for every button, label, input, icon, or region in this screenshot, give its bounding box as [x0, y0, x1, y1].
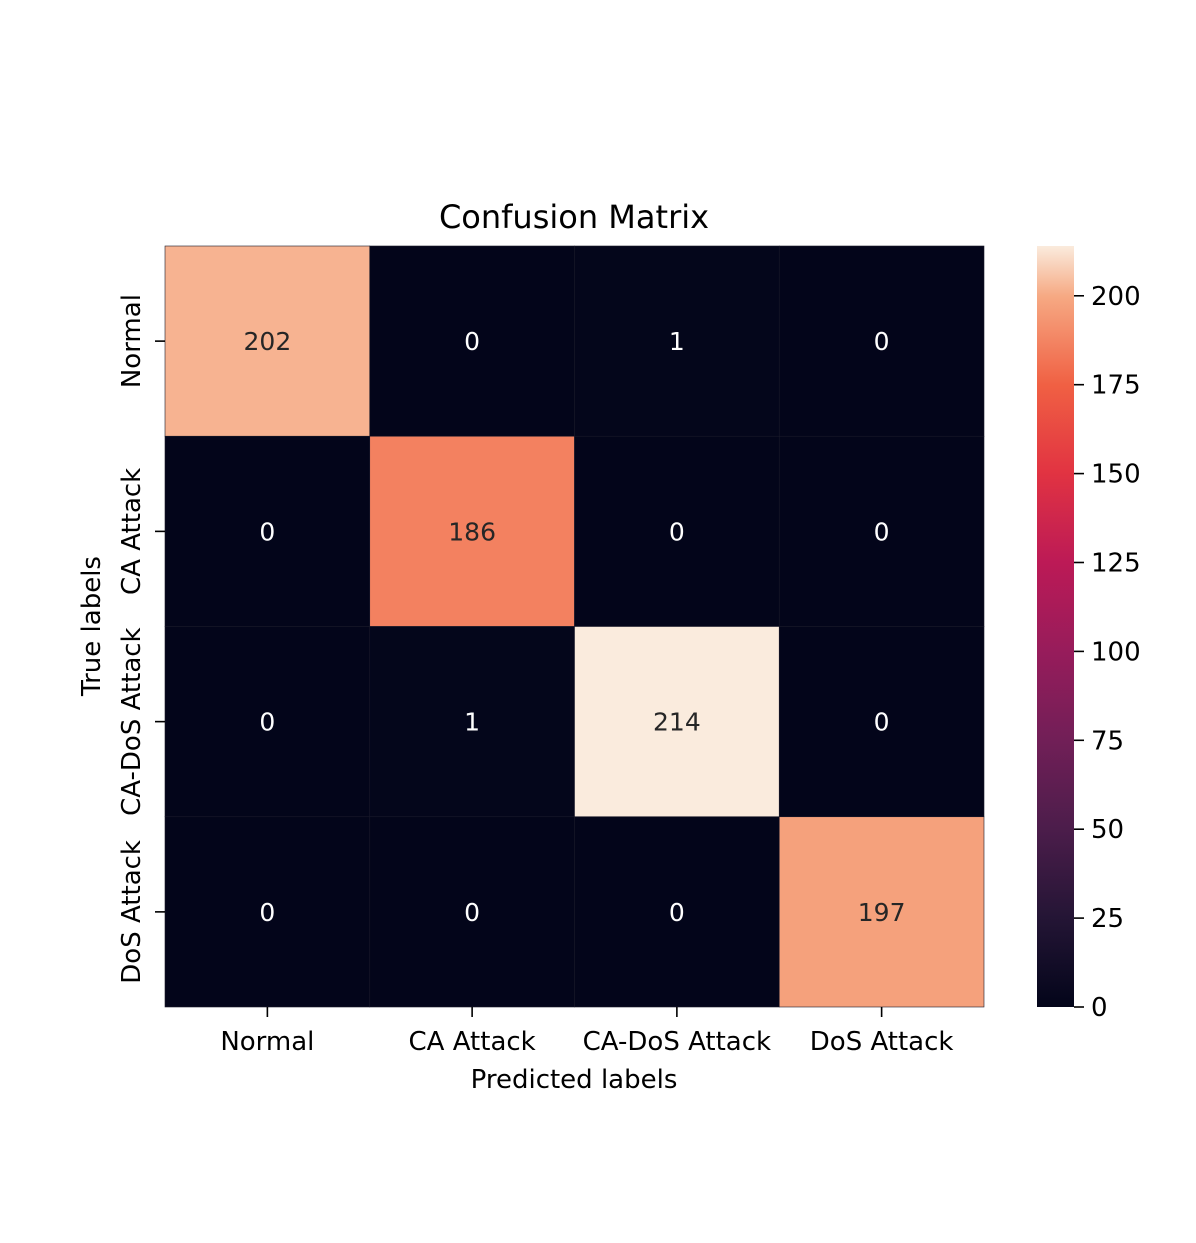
x-tick-label: Normal	[220, 1027, 314, 1057]
colorbar-tick-label: 50	[1091, 815, 1124, 845]
cell-value-label: 0	[259, 898, 275, 927]
chart-title: Confusion Matrix	[439, 198, 709, 236]
heatmap-cell	[574, 816, 780, 1008]
colorbar-tick-label: 75	[1091, 726, 1124, 756]
cell-value-label: 197	[858, 898, 906, 927]
heatmap-cell	[778, 435, 985, 627]
x-axis-title: Predicted labels	[471, 1065, 678, 1095]
cell-value-label: 186	[448, 517, 496, 546]
colorbar-tick-label: 100	[1091, 637, 1141, 667]
x-tick-label: DoS Attack	[810, 1027, 954, 1057]
y-tick-label: CA Attack	[117, 468, 147, 595]
cell-value-label: 1	[464, 708, 480, 737]
y-axis: Normal CA Attack CA-DoS Attack DoS Attack	[117, 294, 165, 984]
cell-value-label: 0	[259, 517, 275, 546]
heatmap-cells	[164, 245, 985, 1008]
heatmap-cell	[164, 816, 371, 1008]
y-tick-label: CA-DoS Attack	[117, 627, 147, 815]
heatmap-cell	[778, 816, 985, 1008]
heatmap-cell	[778, 626, 985, 818]
colorbar-tick-label: 175	[1091, 371, 1141, 401]
cell-value-label: 0	[874, 327, 890, 356]
colorbar-tick-label: 25	[1091, 904, 1124, 934]
heatmap-cell-labels: 202 0 1 0 0 186 0 0 0 1 214 0 0 0 0 197	[244, 327, 906, 927]
heatmap-cell	[369, 626, 575, 818]
colorbar-tick-label: 125	[1091, 548, 1141, 578]
heatmap-cell	[369, 435, 575, 627]
y-tick-label: Normal	[117, 294, 147, 388]
cell-value-label: 0	[259, 708, 275, 737]
heatmap-cell	[164, 435, 371, 627]
colorbar-tick-label: 150	[1091, 460, 1141, 490]
cell-value-label: 0	[669, 898, 685, 927]
x-tick-label: CA Attack	[409, 1027, 536, 1057]
cell-value-label: 0	[464, 327, 480, 356]
cell-value-label: 0	[874, 517, 890, 546]
colorbar-tick-label: 0	[1091, 993, 1108, 1023]
cell-value-label: 214	[653, 708, 701, 737]
heatmap-cell	[369, 816, 575, 1008]
colorbar-axis: 0 25 50 75 100 125 150 175 200	[1074, 282, 1141, 1023]
colorbar-tick-label: 200	[1091, 282, 1141, 312]
x-tick-label: CA-DoS Attack	[583, 1027, 771, 1057]
heatmap-cell	[574, 435, 780, 627]
colorbar	[1037, 246, 1074, 1007]
y-axis-title: True labels	[77, 556, 107, 697]
cell-value-label: 0	[669, 517, 685, 546]
heatmap-cell	[778, 245, 985, 437]
cell-value-label: 0	[464, 898, 480, 927]
cell-value-label: 1	[669, 327, 685, 356]
heatmap-cell	[369, 245, 575, 437]
cell-value-label: 0	[874, 708, 890, 737]
heatmap-cell	[574, 245, 780, 437]
heatmap-cell	[164, 245, 371, 437]
x-axis: Normal CA Attack CA-DoS Attack DoS Attack	[220, 1007, 953, 1057]
cell-value-label: 202	[244, 327, 292, 356]
y-tick-label: DoS Attack	[117, 840, 147, 984]
